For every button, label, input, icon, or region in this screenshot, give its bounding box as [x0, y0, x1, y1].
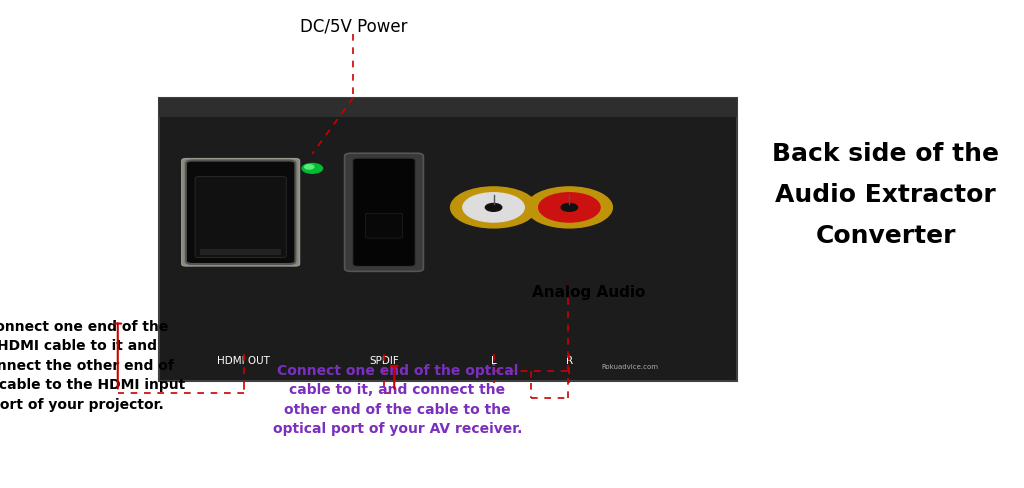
Text: Analog Audio: Analog Audio	[532, 285, 645, 301]
Bar	[159, 98, 737, 117]
Text: DC/5V Power: DC/5V Power	[300, 17, 407, 35]
FancyBboxPatch shape	[352, 158, 416, 266]
Text: SPDIF: SPDIF	[369, 356, 399, 366]
FancyBboxPatch shape	[366, 213, 402, 238]
Circle shape	[561, 203, 578, 211]
FancyBboxPatch shape	[344, 153, 424, 271]
Text: HDMI OUT: HDMI OUT	[217, 356, 270, 366]
Text: Back side of the
Audio Extractor
Converter: Back side of the Audio Extractor Convert…	[772, 142, 999, 248]
Circle shape	[526, 187, 612, 228]
Bar	[159, 98, 737, 381]
Circle shape	[539, 193, 600, 222]
Text: R: R	[566, 356, 572, 366]
Circle shape	[305, 164, 313, 169]
Circle shape	[463, 193, 524, 222]
Text: Connect one end of the optical
cable to it, and connect the
other end of the cab: Connect one end of the optical cable to …	[272, 364, 522, 436]
Circle shape	[451, 187, 537, 228]
FancyBboxPatch shape	[186, 161, 295, 264]
Circle shape	[302, 163, 323, 173]
Text: Rokuadvice.com: Rokuadvice.com	[601, 364, 658, 370]
FancyBboxPatch shape	[195, 177, 287, 258]
Text: Connect one end of the
HDMI cable to it and
connect the other end of
the cable t: Connect one end of the HDMI cable to it …	[0, 320, 185, 412]
FancyBboxPatch shape	[182, 159, 299, 266]
Text: L: L	[490, 356, 497, 366]
Circle shape	[485, 203, 502, 211]
Bar	[201, 249, 281, 255]
